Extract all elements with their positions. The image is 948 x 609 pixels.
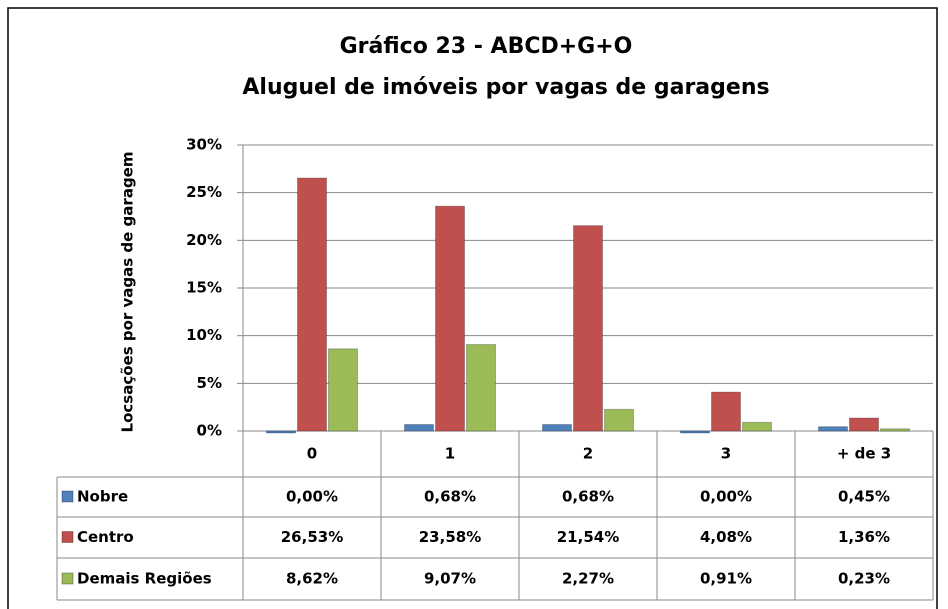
table-cell: 0,68% bbox=[562, 488, 614, 506]
chart-title: Gráfico 23 - ABCD+G+O bbox=[340, 34, 633, 59]
chart-subtitle: Aluguel de imóveis por vagas de garagens bbox=[242, 75, 769, 100]
table-cell: 21,54% bbox=[557, 528, 619, 546]
bar bbox=[435, 205, 465, 432]
y-tick-label: 15% bbox=[186, 279, 222, 297]
table-cell: 4,08% bbox=[700, 528, 752, 546]
legend-label: Nobre bbox=[77, 488, 128, 506]
y-tick-label: 25% bbox=[186, 183, 222, 201]
x-tick-label: 1 bbox=[445, 445, 455, 463]
x-tick-label: + de 3 bbox=[837, 445, 891, 463]
y-tick-label: 10% bbox=[186, 326, 222, 344]
chart-border bbox=[7, 7, 938, 609]
y-tick-label: 30% bbox=[186, 136, 222, 154]
bar bbox=[680, 430, 710, 434]
table-cell: 8,62% bbox=[286, 570, 338, 588]
y-tick-label: 5% bbox=[197, 374, 222, 392]
table-cell: 9,07% bbox=[424, 570, 476, 588]
bar bbox=[466, 344, 496, 432]
bar bbox=[849, 417, 879, 432]
table-cell: 0,00% bbox=[700, 488, 752, 506]
bar bbox=[711, 391, 741, 432]
bar bbox=[404, 424, 434, 432]
bar bbox=[604, 408, 634, 432]
table-cell: 0,45% bbox=[838, 488, 890, 506]
table-cell: 0,23% bbox=[838, 570, 890, 588]
x-tick-label: 0 bbox=[307, 445, 317, 463]
bar bbox=[818, 426, 848, 432]
bar bbox=[573, 225, 603, 432]
table-cell: 0,91% bbox=[700, 570, 752, 588]
table-cell: 0,00% bbox=[286, 488, 338, 506]
y-tick-label: 20% bbox=[186, 231, 222, 249]
legend-swatch bbox=[61, 490, 74, 503]
legend-swatch bbox=[61, 572, 74, 585]
bar bbox=[328, 348, 358, 432]
legend-swatch bbox=[61, 531, 74, 543]
table-cell: 26,53% bbox=[281, 528, 343, 546]
bar bbox=[742, 421, 772, 432]
bar bbox=[542, 424, 572, 432]
table-cell: 0,68% bbox=[424, 488, 476, 506]
legend-label: Centro bbox=[77, 528, 134, 546]
y-tick-label: 0% bbox=[197, 422, 222, 440]
x-tick-label: 2 bbox=[583, 445, 593, 463]
y-axis-label: Locsações por vagas de garagem bbox=[119, 152, 137, 433]
table-cell: 2,27% bbox=[562, 570, 614, 588]
bar bbox=[266, 430, 296, 434]
x-tick-label: 3 bbox=[721, 445, 731, 463]
bar bbox=[880, 428, 910, 432]
table-cell: 1,36% bbox=[838, 528, 890, 546]
table-cell: 23,58% bbox=[419, 528, 481, 546]
bar bbox=[297, 177, 327, 432]
legend-label: Demais Regiões bbox=[77, 570, 212, 588]
